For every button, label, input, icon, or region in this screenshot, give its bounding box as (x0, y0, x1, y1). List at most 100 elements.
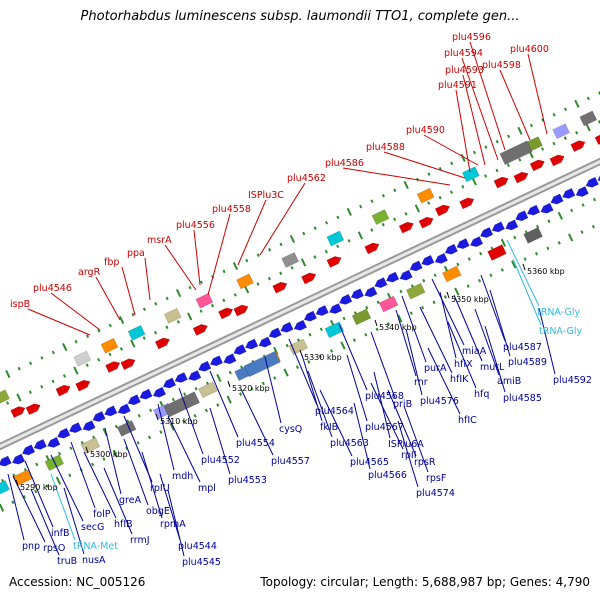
lower-gene-arrow (399, 269, 413, 281)
ruler-tick (376, 300, 380, 305)
ruler-tick (433, 273, 437, 278)
lower-gene-arrow (575, 186, 589, 197)
ruler-tick (403, 180, 409, 189)
ruler-tick (381, 222, 385, 227)
lower-gene-arrow (11, 453, 26, 465)
ruler-tick (472, 150, 477, 155)
upper-gene-label: plu4600 (510, 44, 549, 55)
upper-cog-box (163, 307, 182, 324)
upper-gene-arrow (192, 324, 208, 336)
ruler-tick (119, 316, 125, 325)
upper-gene-arrow (105, 361, 121, 373)
ruler-tick (62, 343, 68, 352)
ruler-tick (495, 168, 499, 173)
ruler-tick (159, 430, 163, 434)
upper-gene-arrow (493, 176, 509, 189)
ruler-tick (279, 242, 283, 247)
ruler-tick (273, 376, 277, 380)
upper-gene-arrow (398, 221, 414, 234)
ruler-tick (409, 311, 413, 315)
upper-gene-label: msrA (147, 235, 172, 246)
upper-leader (237, 199, 267, 266)
upper-gene-arrow (25, 403, 41, 416)
ruler-mark (299, 349, 303, 357)
lower-gene-label: plu4552 (201, 455, 240, 466)
ruler-label: 5320 kbp (232, 384, 270, 393)
lower-gene-label: infB (51, 528, 70, 539)
ruler-tick (427, 172, 431, 176)
ruler-tick (357, 231, 364, 240)
ruler-label: 5350 kbp (451, 295, 489, 304)
ruler-mark (85, 446, 89, 454)
ruler-tick (318, 354, 322, 359)
upper-gene-arrow (513, 171, 529, 184)
upper-cog-box (552, 123, 570, 140)
lower-gene-arrow (515, 210, 529, 222)
upper-gene-label: plu4562 (287, 173, 326, 184)
ruler-tick (541, 147, 545, 151)
rna-gene-label: tRNA-Gly (537, 307, 580, 318)
feature-blocks (0, 110, 600, 497)
ruler-mark (227, 380, 231, 388)
lower-leader (346, 354, 368, 422)
lower-gene-labels: tRNA-Gly tRNA-Gly plu4587 plu4589 plu4592 mia… (22, 307, 592, 568)
upper-leader (342, 167, 451, 186)
lower-gene-label: plu4576 (420, 396, 459, 407)
ruler-tick (393, 188, 397, 193)
genome-backbone (0, 157, 600, 451)
lower-gene-label: mutL (480, 362, 505, 373)
ruler-tick (563, 136, 567, 140)
ruler-tick (308, 332, 312, 337)
ruler-tick (193, 414, 197, 418)
lower-leader (70, 441, 96, 509)
upper-gene-label: plu4586 (325, 158, 364, 169)
lower-leader (419, 306, 453, 374)
upper-leader (461, 57, 499, 161)
lower-gene-label: fkIB (320, 422, 338, 433)
ruler-tick (313, 226, 317, 230)
ruler-tick (336, 244, 340, 249)
ruler-tick (336, 215, 340, 220)
lower-leader (370, 331, 396, 399)
upper-gene-label: plu4546 (33, 283, 72, 294)
lower-gene-arrow (33, 438, 47, 450)
lower-gene-label: plu4568 (365, 391, 404, 402)
lower-gene-arrow (152, 386, 167, 398)
ruler-tick (495, 139, 499, 144)
lower-leader (512, 258, 542, 326)
ruler-tick (534, 251, 539, 256)
lower-gene-arrow (540, 202, 554, 214)
lower-leader (506, 239, 540, 307)
upper-cog-box (326, 230, 345, 247)
label-leaders (7, 41, 556, 557)
ruler-tick (364, 332, 368, 337)
ruler-tick (22, 495, 26, 499)
ruler-tick (261, 381, 265, 386)
ruler-tick (591, 224, 595, 229)
lower-gene-arrow (104, 405, 118, 417)
ruler-tick (342, 316, 346, 321)
upper-gene-label: ppa (127, 248, 145, 259)
ruler-tick (142, 336, 146, 340)
lower-leader (209, 407, 231, 475)
lower-gene-label: plu4592 (553, 375, 592, 386)
upper-cog-box (236, 273, 254, 290)
lower-gene-label: rnr (414, 377, 428, 388)
lower-gene-label: plu4574 (416, 488, 455, 499)
lower-gene-arrow (21, 444, 36, 456)
upper-cog-box (371, 209, 390, 225)
lower-cog-box (442, 265, 462, 283)
ruler-mark (15, 479, 19, 487)
lower-gene-arrow (315, 305, 329, 316)
ruler-tick (575, 130, 579, 135)
lower-gene-arrow (139, 388, 153, 400)
ruler-tick (546, 246, 550, 251)
upper-cog-box (499, 140, 533, 165)
lower-cog-box (163, 391, 200, 418)
ruler-tick (16, 393, 22, 402)
ruler-tick (393, 217, 397, 222)
ruler-tick (74, 339, 78, 344)
lower-gene-label: hfIX (454, 359, 473, 370)
lower-gene-arrow (92, 411, 106, 422)
ruler-label: 5360 kbp (527, 267, 565, 276)
